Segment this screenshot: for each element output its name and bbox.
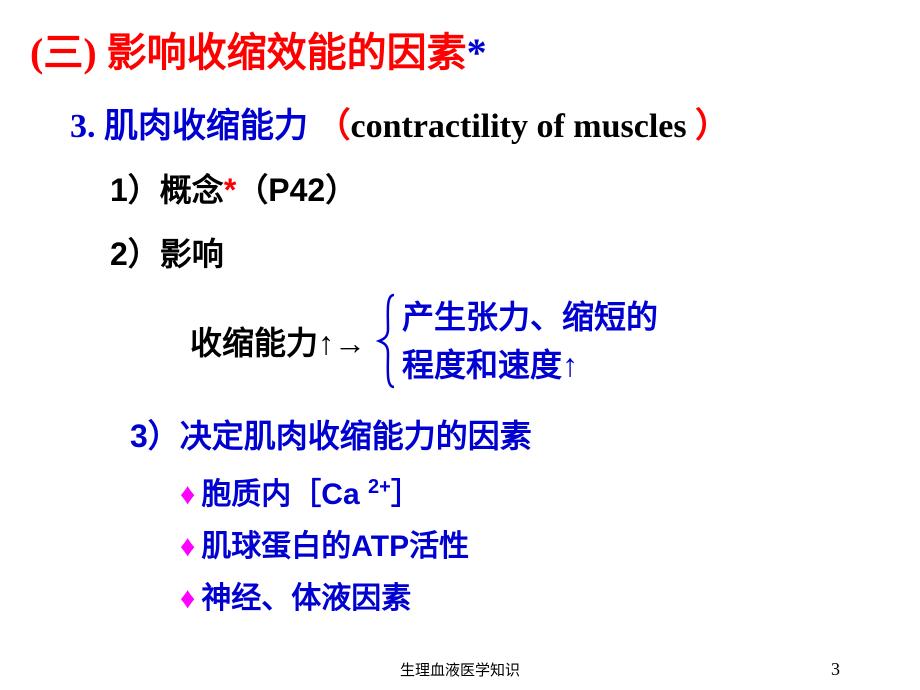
item-2: 2）影响 [110, 229, 890, 275]
bullet-1-post: ］ [391, 478, 421, 511]
effect-row: 收缩能力↑→ 产生张力、缩短的 程度和速度↑ [190, 293, 890, 389]
item-2-label: 2）影响 [110, 236, 224, 272]
bracket-text: 产生张力、缩短的 程度和速度↑ [402, 293, 658, 389]
slide: (三) 影响收缩效能的因素* 3. 肌肉收缩能力 （contractility … [0, 0, 920, 690]
title-main-text: (三) 影响收缩效能的因素 [30, 30, 467, 75]
bullet-1-sup: 2+ [368, 476, 391, 498]
item-1: 1）概念*（P42） [110, 165, 890, 211]
effect-left-text: 收缩能力↑→ [190, 318, 366, 364]
item-1-ref: （P42） [236, 172, 357, 208]
bullet-1: ♦胞质内［Ca 2+］ [180, 469, 890, 513]
section-3-paren-open: （ [317, 108, 351, 145]
bullet-1-pre: 胞质内［Ca [201, 478, 368, 511]
section-3-paren-close: ） [695, 108, 729, 145]
diamond-icon: ♦ [180, 478, 195, 511]
effect-right-line-1: 产生张力、缩短的 [402, 293, 658, 341]
bullet-3-pre: 神经、体液因素 [201, 582, 411, 615]
footer-text: 生理血液医学知识 [0, 659, 920, 680]
bullet-3: ♦神经、体液因素 [180, 573, 890, 617]
diamond-icon: ♦ [180, 582, 195, 615]
diamond-icon: ♦ [180, 530, 195, 563]
bullet-2: ♦肌球蛋白的ATP活性 [180, 521, 890, 565]
left-brace-icon [376, 293, 398, 389]
section-3-text: 肌肉收缩能力 [104, 108, 317, 145]
effect-right-line-2: 程度和速度↑ [402, 341, 658, 389]
item-1-label: 1）概念 [110, 172, 224, 208]
item-1-star: * [224, 172, 236, 208]
section-3-english: contractility of muscles [351, 108, 696, 145]
item-3-label: 3）决定肌肉收缩能力的因素 [130, 418, 532, 454]
page-number: 3 [831, 659, 840, 680]
item-3: 3）决定肌肉收缩能力的因素 [130, 411, 890, 457]
slide-title: (三) 影响收缩效能的因素* [30, 20, 890, 78]
section-3-prefix: 3. [70, 108, 104, 145]
bullet-2-pre: 肌球蛋白的ATP活性 [201, 530, 469, 563]
title-asterisk: * [467, 30, 487, 75]
section-3-heading: 3. 肌肉收缩能力 （contractility of muscles ） [70, 98, 890, 147]
bracket-group: 产生张力、缩短的 程度和速度↑ [376, 293, 658, 389]
